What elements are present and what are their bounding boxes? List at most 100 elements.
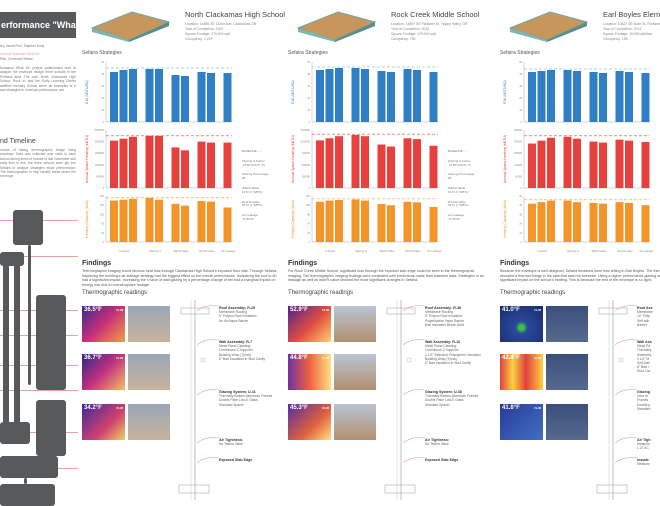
bar-capacity xyxy=(197,201,206,242)
assembly-annotation: Roof Assembly: R-25 Membrane Roofing 5" P… xyxy=(219,306,281,323)
building-model xyxy=(87,8,172,42)
leader-line xyxy=(403,389,425,396)
assembly-title: Air Tigh xyxy=(637,438,651,442)
school-name: North Clackamas High School xyxy=(185,10,286,19)
bar-heating xyxy=(547,137,555,188)
thermal-image: 36.5°F FLIR xyxy=(82,306,125,342)
bar-heating xyxy=(325,138,334,188)
y-tick-label: 24 xyxy=(101,97,104,100)
bar-heating xyxy=(181,150,189,188)
temperature-reading: 42.4°F xyxy=(502,355,520,361)
leader-line xyxy=(197,457,219,464)
thermal-image: 41.8°F FLIR xyxy=(500,404,543,440)
assembly-details: Metal Panel Cladding Continuous Z Suppor… xyxy=(219,344,266,361)
assembly-details: Thermally Broken Aluminum Frames Double … xyxy=(219,394,273,407)
bar-capacity xyxy=(599,203,607,242)
legend-item: Wall R-Value 13 ft²·h·°F/BTU xyxy=(448,185,469,194)
timeline-body: rocess of taking thermographic image ild… xyxy=(0,148,76,179)
assembly-title: Air Tightness: xyxy=(425,438,450,442)
assembly-title: Wall Assembly: R-16 xyxy=(425,340,461,344)
thermal-image: 42.4°F FLIR xyxy=(500,354,543,390)
leader-line xyxy=(615,437,637,444)
y-tick-label: 60000 xyxy=(515,175,522,178)
y-tick-label: 36 xyxy=(519,213,522,216)
category-label: Roof R-Value xyxy=(617,249,633,253)
bar-heating xyxy=(589,141,598,188)
bar-heating xyxy=(145,135,154,188)
category-label: Glazing % xyxy=(567,249,580,253)
y-tick-label: 24 xyxy=(307,97,310,100)
bar-eui xyxy=(110,72,118,122)
diagram-pipe xyxy=(28,245,31,385)
thermo-heading: Thermographic readings xyxy=(288,290,354,296)
thermal-image: 44.8°F FLIR xyxy=(288,354,331,390)
bar-heating xyxy=(403,138,412,188)
bar-capacity xyxy=(181,205,189,242)
flir-logo: FLIR xyxy=(322,406,329,410)
school-footage: Square Footage: 129,000 sqft xyxy=(391,32,436,36)
category-label: Wall R-Value xyxy=(380,249,395,253)
bar-eui xyxy=(171,75,180,122)
bar-heating xyxy=(110,140,118,188)
leader-line xyxy=(197,305,219,312)
y-tick-label: 48 xyxy=(307,73,310,76)
building-photo xyxy=(128,404,170,440)
assembly-title: Wall Ass xyxy=(637,340,652,344)
flir-logo: FLIR xyxy=(116,356,123,360)
bar-heating xyxy=(528,143,536,188)
axis-label-capacity: Heating Capacity (kBtu) xyxy=(291,200,295,238)
leader-line xyxy=(403,437,425,444)
axis-label-eui: EUI (kBTU/ft2) xyxy=(85,80,89,103)
school-location: Location: 10822 SE Bush St, Portland, OR xyxy=(603,22,660,26)
temperature-reading: 34.2°F xyxy=(84,405,102,411)
bar-capacity xyxy=(145,197,154,242)
y-tick-label: 36 xyxy=(101,85,104,88)
thermal-image: 52.9°F FLIR xyxy=(288,306,331,342)
y-tick-label: 0 xyxy=(309,241,311,244)
strategies-title: Sefaira Strategies xyxy=(82,50,122,56)
bar-capacity xyxy=(223,207,232,242)
assembly-title: Roof Assembly: R-25 xyxy=(219,306,256,310)
bar-capacity xyxy=(625,202,633,242)
assembly-details: Metal Pa Thermally Assembly 3 1/2" M Sel… xyxy=(637,344,652,374)
axis-label-eui: EUI (kBTU/ft2) xyxy=(503,80,507,103)
bar-eui xyxy=(361,69,369,122)
bar-heating xyxy=(429,145,438,188)
assembly-annotation: Glazing System: U-41 Thermally Broken Alu… xyxy=(219,390,281,407)
bar-eui xyxy=(528,72,536,122)
bar-eui xyxy=(325,69,334,122)
y-tick-label: 2400000 xyxy=(95,141,105,144)
assembly-annotation: Air Tightness: No Tested Value xyxy=(219,438,281,446)
category-label: Air Leakage xyxy=(639,249,653,253)
legend-baseline: BASELINE - - - xyxy=(448,149,469,153)
assembly-details: Measure xyxy=(637,462,650,467)
legend-item: Roof R-Value 25 ft²·h·°F/BTU xyxy=(448,199,469,208)
bar-capacity xyxy=(641,205,650,242)
category-label: U-Factor xyxy=(325,249,335,253)
assembly-title: Insulat xyxy=(637,458,649,462)
bar-heating xyxy=(625,140,633,188)
findings-text: Because the envelope is well designed, S… xyxy=(500,269,660,283)
bar-eui xyxy=(145,69,154,122)
category-label: U-Factor xyxy=(119,249,129,253)
y-tick-label: 48 xyxy=(519,204,522,207)
bar-eui xyxy=(223,73,232,122)
strategies-title: Sefaira Strategies xyxy=(500,50,540,56)
y-tick-label: 64 xyxy=(307,223,310,226)
thermal-image: 45.3°F FLIR xyxy=(288,404,331,440)
school-year: Year of Completion: 2002 xyxy=(185,27,224,31)
leader-line xyxy=(403,457,425,464)
chart-legend: BASELINE - - - Glazing U-Factor .41 BTU/… xyxy=(242,149,287,222)
assembly-title: Glazing xyxy=(637,390,650,394)
leader-line xyxy=(0,256,78,257)
y-tick-label: 48 xyxy=(519,73,522,76)
y-tick-label: 180000 xyxy=(514,152,523,155)
bar-heating xyxy=(361,136,369,188)
bar-eui xyxy=(197,72,206,122)
flir-logo: FLIR xyxy=(322,308,329,312)
leader-line xyxy=(403,305,425,312)
sefaira-chart: EUI (kBTU/ft2) 0 12 24 36 48 60 Annual Space He… xyxy=(503,61,654,253)
assembly-title: Air Tightness: xyxy=(219,438,244,442)
legend-item: Air Leakage .5 cfm/ft² xyxy=(448,213,465,221)
bar-heating xyxy=(223,142,232,188)
